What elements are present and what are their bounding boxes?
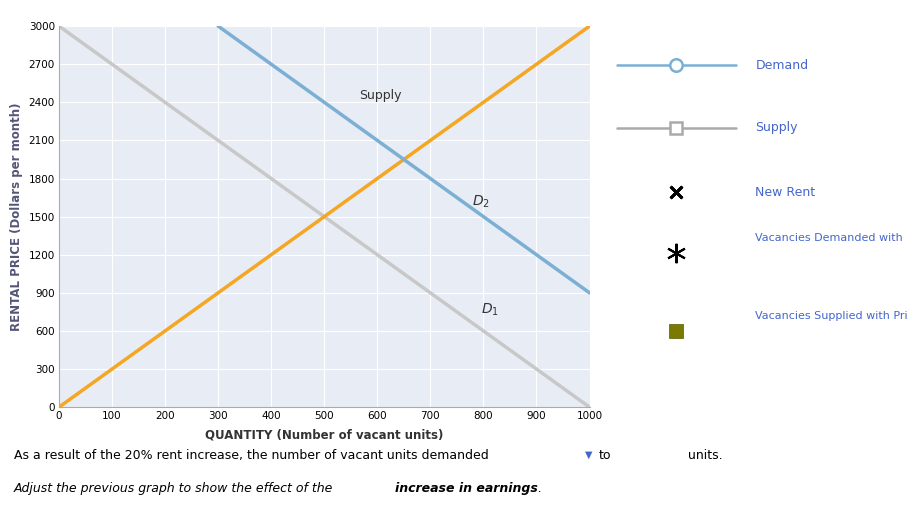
- Text: ▼: ▼: [585, 450, 592, 460]
- Text: increase in earnings: increase in earnings: [395, 482, 538, 494]
- Text: Vacancies Supplied with Price Control: Vacancies Supplied with Price Control: [756, 311, 907, 321]
- Text: Demand: Demand: [756, 59, 808, 72]
- Text: Supply: Supply: [756, 122, 798, 134]
- Text: units.: units.: [688, 449, 722, 461]
- Text: Supply: Supply: [359, 89, 401, 101]
- Text: $D_2$: $D_2$: [472, 193, 490, 210]
- Text: Adjust the previous graph to show the effect of the: Adjust the previous graph to show the ef…: [14, 482, 337, 494]
- Text: New Rent: New Rent: [756, 186, 815, 199]
- Text: Vacancies Demanded with Price Control: Vacancies Demanded with Price Control: [756, 232, 907, 243]
- Y-axis label: RENTAL PRICE (Dollars per month): RENTAL PRICE (Dollars per month): [10, 102, 23, 331]
- Text: As a result of the 20% rent increase, the number of vacant units demanded: As a result of the 20% rent increase, th…: [14, 449, 488, 461]
- Text: $D_1$: $D_1$: [481, 301, 499, 317]
- Text: to: to: [599, 449, 611, 461]
- Text: .: .: [537, 482, 541, 494]
- X-axis label: QUANTITY (Number of vacant units): QUANTITY (Number of vacant units): [205, 428, 444, 441]
